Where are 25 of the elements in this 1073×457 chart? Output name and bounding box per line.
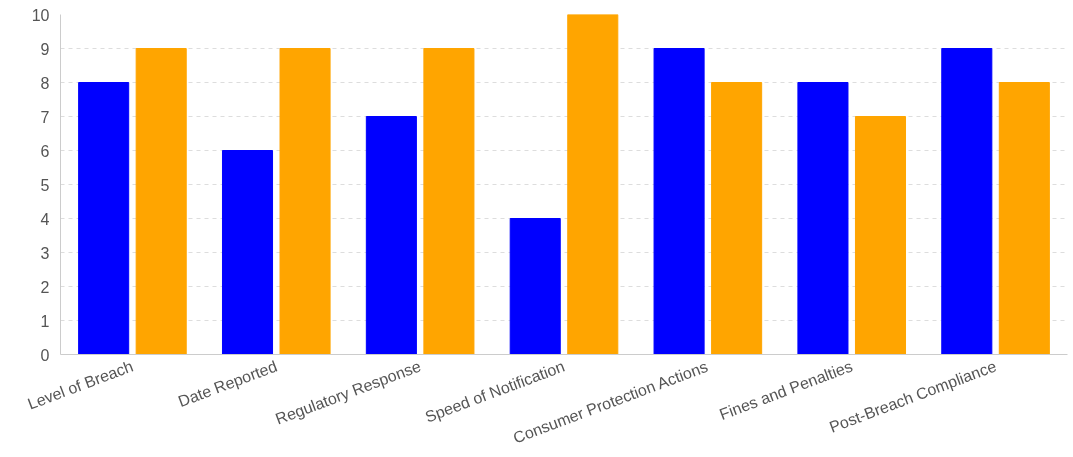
bar: [509, 218, 561, 355]
bar: [135, 48, 187, 355]
bar: [279, 48, 331, 355]
bar: [854, 116, 907, 355]
y-tick-label: 8: [40, 74, 50, 92]
bar: [221, 150, 274, 355]
bar: [567, 14, 619, 355]
bar: [423, 48, 475, 355]
bar: [998, 82, 1050, 355]
y-tick-label: 7: [40, 108, 50, 126]
bar: [365, 116, 417, 355]
y-tick-label: 2: [40, 278, 50, 296]
y-tick-label: 6: [40, 142, 50, 160]
y-tick-label: 4: [40, 210, 50, 228]
bar: [78, 82, 130, 355]
bar: [797, 82, 849, 355]
y-tick-label: 1: [40, 312, 50, 330]
bar: [711, 82, 763, 355]
y-tick-label: 0: [40, 346, 50, 364]
y-tick-label: 5: [40, 176, 50, 194]
y-tick-label: 9: [40, 40, 50, 58]
bar: [941, 48, 993, 355]
bar: [653, 48, 705, 355]
y-tick-label: 3: [40, 244, 50, 262]
y-tick-label: 10: [31, 6, 50, 24]
